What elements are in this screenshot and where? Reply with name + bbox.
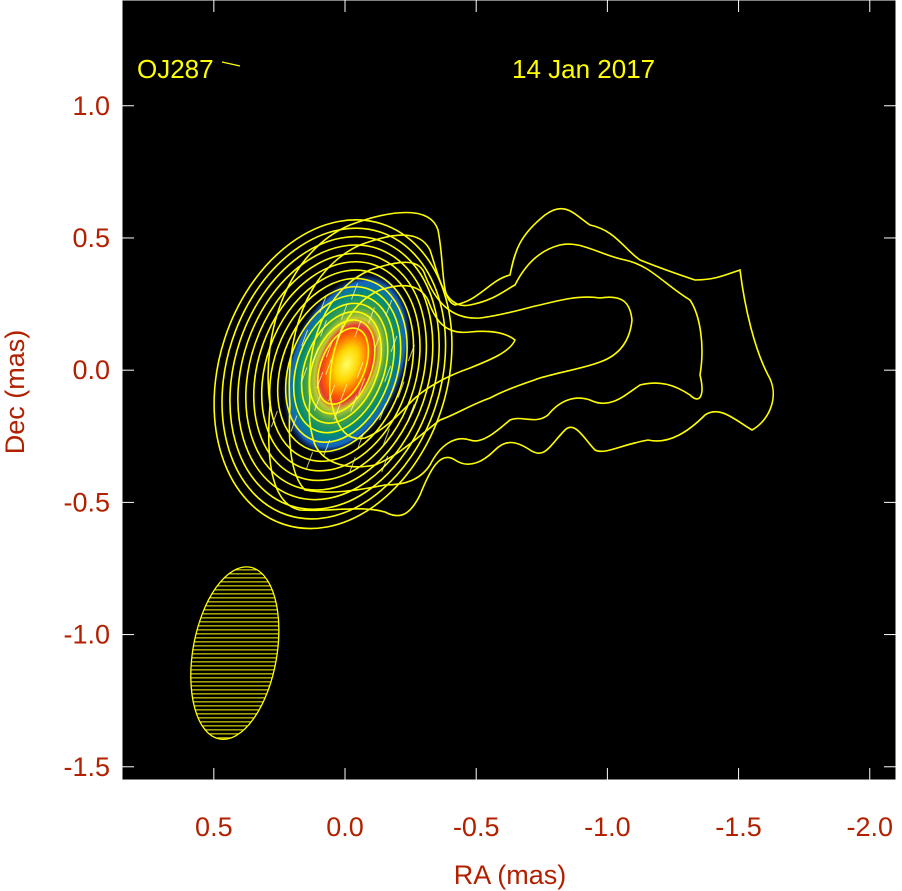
contour-jet bbox=[267, 208, 774, 517]
polarization-vector bbox=[290, 415, 298, 432]
polarization-vector bbox=[373, 334, 381, 351]
x-tick-label: 0.5 bbox=[195, 812, 233, 842]
polarization-vector bbox=[306, 452, 314, 469]
contour-inner bbox=[237, 244, 434, 501]
y-axis-label: Dec (mas) bbox=[0, 330, 30, 455]
contour-inner bbox=[268, 277, 408, 463]
contour-inner bbox=[244, 252, 428, 491]
polarization-vector bbox=[270, 410, 278, 428]
y-tick-label: 0.0 bbox=[72, 355, 110, 385]
polarization-vector bbox=[397, 381, 405, 398]
polarization-vector bbox=[351, 283, 358, 300]
polarization-vector bbox=[300, 367, 308, 384]
x-tick-label: -1.0 bbox=[584, 812, 631, 842]
contour-jet bbox=[308, 261, 633, 468]
polarization-vector bbox=[340, 383, 348, 401]
polarization-vector bbox=[319, 296, 327, 313]
source-label-vector bbox=[221, 61, 241, 67]
polarization-vector bbox=[325, 358, 333, 375]
polarization-vector bbox=[328, 384, 336, 402]
contour-inner bbox=[221, 227, 447, 520]
polarization-vector bbox=[358, 378, 366, 395]
polarization-vector bbox=[333, 403, 341, 420]
polarization-vector bbox=[356, 433, 364, 450]
polarization-vector bbox=[320, 320, 327, 337]
plot-frame bbox=[121, 0, 897, 781]
x-tick-label: -1.5 bbox=[715, 812, 762, 842]
polarization-vector bbox=[407, 404, 415, 421]
y-tick-label: -0.5 bbox=[63, 487, 110, 517]
polarization-vector bbox=[368, 307, 375, 324]
contour-inner bbox=[276, 285, 402, 453]
y-tick-label: -1.5 bbox=[63, 752, 110, 782]
y-axis-ticks: 1.0 0.5 0.0 -0.5 -1.0 -1.5 bbox=[63, 91, 896, 782]
x-axis-label: RA (mas) bbox=[454, 860, 567, 890]
y-tick-label: 1.0 bbox=[72, 91, 110, 121]
polarization-vector bbox=[354, 320, 362, 337]
polarization-vector bbox=[385, 299, 393, 317]
contour-inner bbox=[300, 310, 383, 424]
x-tick-label: -0.5 bbox=[453, 812, 500, 842]
polarization-vector bbox=[316, 371, 324, 389]
polarization-vector bbox=[336, 324, 344, 342]
polarization-vector bbox=[325, 340, 333, 358]
polarization-vector bbox=[390, 335, 398, 353]
date-label: 14 Jan 2017 bbox=[512, 54, 655, 84]
polarization-vector bbox=[301, 329, 309, 347]
y-tick-label: -1.0 bbox=[63, 620, 110, 650]
polarization-vector bbox=[384, 365, 392, 382]
polarization-vectors bbox=[270, 283, 415, 474]
x-tick-label: -2.0 bbox=[846, 812, 893, 842]
polarization-vector bbox=[348, 456, 356, 474]
polarization-vector bbox=[323, 439, 331, 457]
polarization-vector bbox=[340, 303, 348, 320]
polarization-vector bbox=[381, 455, 389, 473]
source-label: OJ287 bbox=[137, 54, 214, 84]
polarization-vector bbox=[314, 394, 321, 411]
contour-inner bbox=[213, 219, 453, 530]
plot-content bbox=[182, 208, 774, 743]
contour-lines bbox=[213, 208, 774, 530]
contour-jet bbox=[329, 284, 516, 440]
polarization-vector bbox=[379, 403, 387, 421]
x-tick-label: 0.0 bbox=[326, 812, 364, 842]
beam-outline bbox=[190, 566, 280, 740]
polarization-vector bbox=[356, 361, 364, 379]
contour-inner bbox=[292, 302, 389, 434]
x-axis-ticks: 0.5 0.0 -0.5 -1.0 -1.5 -2.0 bbox=[195, 0, 893, 842]
polarization-vector bbox=[407, 344, 415, 362]
y-tick-label: 0.5 bbox=[72, 223, 110, 253]
polarization-vector bbox=[350, 395, 358, 412]
polarization-vector bbox=[311, 347, 319, 364]
contour-jet bbox=[288, 234, 703, 493]
polarization-vector bbox=[382, 428, 390, 445]
contour-inner bbox=[252, 260, 421, 482]
